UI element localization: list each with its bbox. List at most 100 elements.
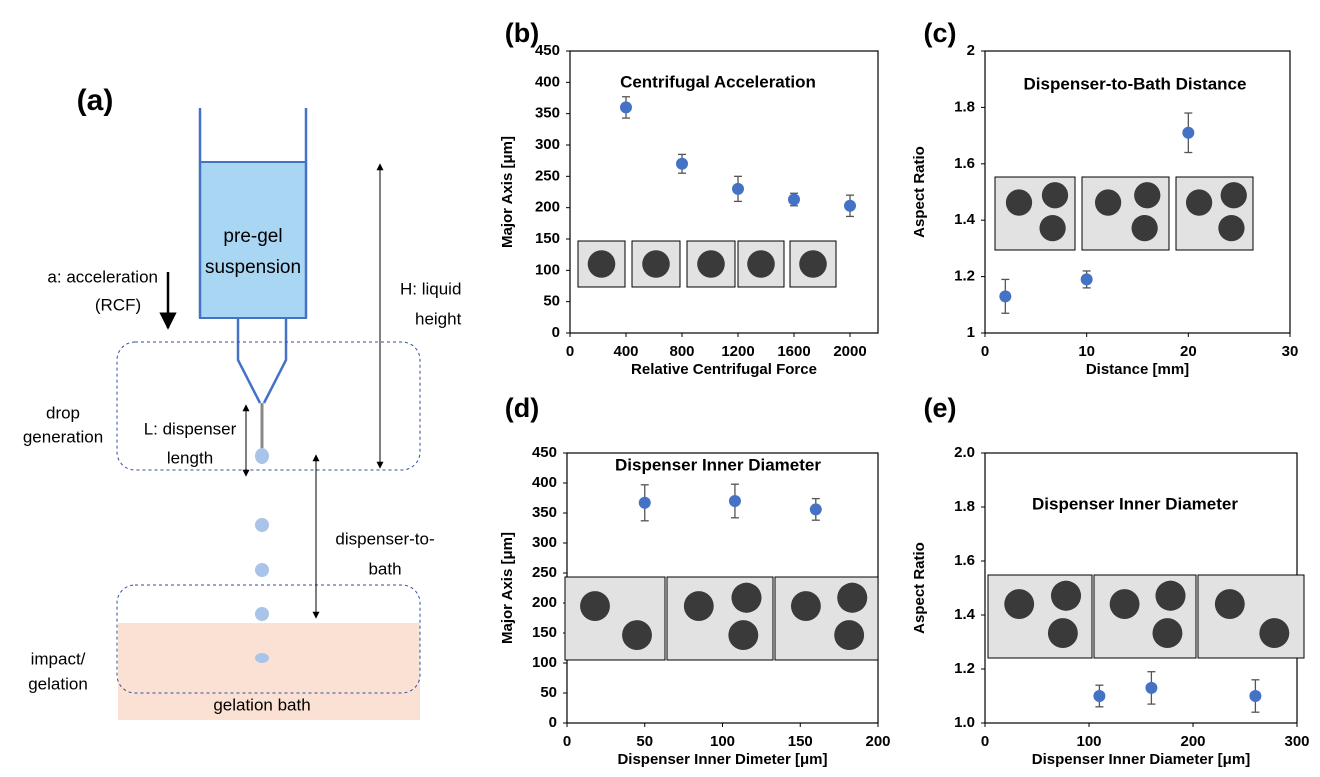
panel-label: (d): [505, 393, 539, 423]
label: dispenser-to-: [335, 529, 434, 548]
micrograph-frame: [564, 576, 666, 661]
y-tick-label: 2: [967, 42, 975, 59]
micrograph: [686, 240, 736, 288]
micrograph: [577, 240, 626, 288]
microbead: [799, 250, 827, 278]
microbead: [1134, 182, 1161, 209]
x-tick-label: 0: [563, 733, 571, 750]
y-tick-label: 1.2: [954, 660, 975, 677]
label: length: [167, 448, 213, 467]
micrograph: [631, 240, 681, 288]
y-tick-label: 1.6: [954, 552, 975, 569]
x-tick-label: 0: [981, 343, 989, 360]
y-tick-label: 1.4: [954, 606, 976, 623]
label: generation: [23, 427, 103, 446]
x-tick-label: 100: [1076, 733, 1101, 750]
micrograph: [666, 576, 774, 661]
microbead: [1259, 618, 1290, 649]
microbead: [697, 250, 725, 278]
chart-title: Dispenser Inner Diameter: [615, 455, 821, 474]
plot-frame: [569, 50, 879, 334]
microbead: [834, 620, 865, 651]
microbead: [747, 250, 775, 278]
x-tick-label: 0: [981, 733, 989, 750]
microbead: [1214, 589, 1245, 619]
label: suspension: [205, 257, 301, 278]
micrograph: [774, 576, 879, 661]
chart-title: Dispenser-to-Bath Distance: [1024, 74, 1247, 93]
microbead: [1041, 182, 1069, 209]
point: [620, 101, 632, 114]
x-axis-label: Distance [mm]: [1086, 361, 1189, 378]
label: impact/: [31, 649, 86, 668]
point: [1145, 681, 1158, 694]
x-tick-label: 200: [865, 733, 890, 750]
microbead: [1155, 580, 1186, 611]
y-tick-label: 100: [532, 654, 557, 671]
label: L: dispenser: [144, 419, 237, 438]
y-axis-label: Aspect Ratio: [911, 146, 928, 238]
y-tick-label: 200: [535, 199, 560, 216]
microbead: [1109, 589, 1140, 619]
microbead: [728, 620, 759, 651]
point: [728, 495, 741, 507]
point: [999, 290, 1012, 303]
microbead: [1152, 618, 1183, 649]
label: bath: [368, 559, 401, 578]
panel-label: (c): [924, 18, 957, 48]
microbead: [1005, 189, 1033, 216]
bath: [118, 623, 420, 720]
label: H: liquid: [400, 279, 461, 298]
panel-label: (a): [77, 84, 114, 117]
microbead: [1218, 214, 1245, 242]
y-tick-label: 2.0: [954, 444, 975, 461]
y-axis-label: Aspect Ratio: [911, 542, 928, 634]
x-tick-label: 1600: [777, 343, 810, 360]
microbead: [1004, 589, 1035, 619]
microbead: [1131, 214, 1158, 242]
chart-title: Centrifugal Acceleration: [620, 72, 816, 91]
y-tick-label: 100: [535, 261, 560, 278]
microbead: [1051, 580, 1081, 611]
x-axis-label: Dispenser Inner Dimeter [μm]: [617, 751, 827, 768]
y-axis-label: Major Axis [μm]: [499, 532, 516, 644]
y-tick-label: 450: [532, 444, 557, 461]
microbead: [1039, 214, 1066, 242]
chart: (b) Centrifugal Acceleration Relative Cent…: [499, 18, 879, 378]
x-axis-label: Dispenser Inner Diameter [μm]: [1032, 751, 1250, 768]
x-tick-label: 20: [1180, 343, 1197, 360]
point: [1182, 126, 1195, 139]
y-tick-label: 400: [532, 474, 557, 491]
y-tick-label: 50: [543, 293, 560, 310]
microbead: [622, 620, 652, 651]
x-tick-label: 150: [788, 733, 813, 750]
x-tick-label: 0: [566, 343, 574, 360]
micrograph: [789, 240, 837, 288]
x-tick-label: 100: [710, 733, 735, 750]
drops: [255, 448, 269, 663]
micrograph: [1081, 176, 1170, 251]
point: [1080, 273, 1093, 286]
y-tick-label: 250: [532, 564, 557, 581]
point: [732, 182, 744, 195]
point: [1249, 690, 1262, 702]
micrograph: [737, 240, 785, 288]
plot-frame: [984, 50, 1291, 334]
micrograph: [564, 576, 666, 661]
micrograph: [987, 574, 1093, 659]
x-tick-label: 10: [1078, 343, 1095, 360]
y-tick-label: 1.2: [954, 268, 975, 285]
y-tick-label: 50: [540, 684, 557, 701]
drop-box: [116, 341, 421, 471]
label: a: acceleration: [47, 267, 158, 286]
x-tick-label: 200: [1180, 733, 1205, 750]
point: [676, 157, 688, 170]
micrograph: [994, 176, 1076, 251]
microbead: [683, 591, 714, 621]
point: [1093, 690, 1106, 702]
y-tick-label: 450: [535, 42, 560, 59]
y-tick-label: 1.4: [954, 211, 976, 228]
impact-box: [116, 584, 421, 694]
outlet: [198, 108, 308, 404]
